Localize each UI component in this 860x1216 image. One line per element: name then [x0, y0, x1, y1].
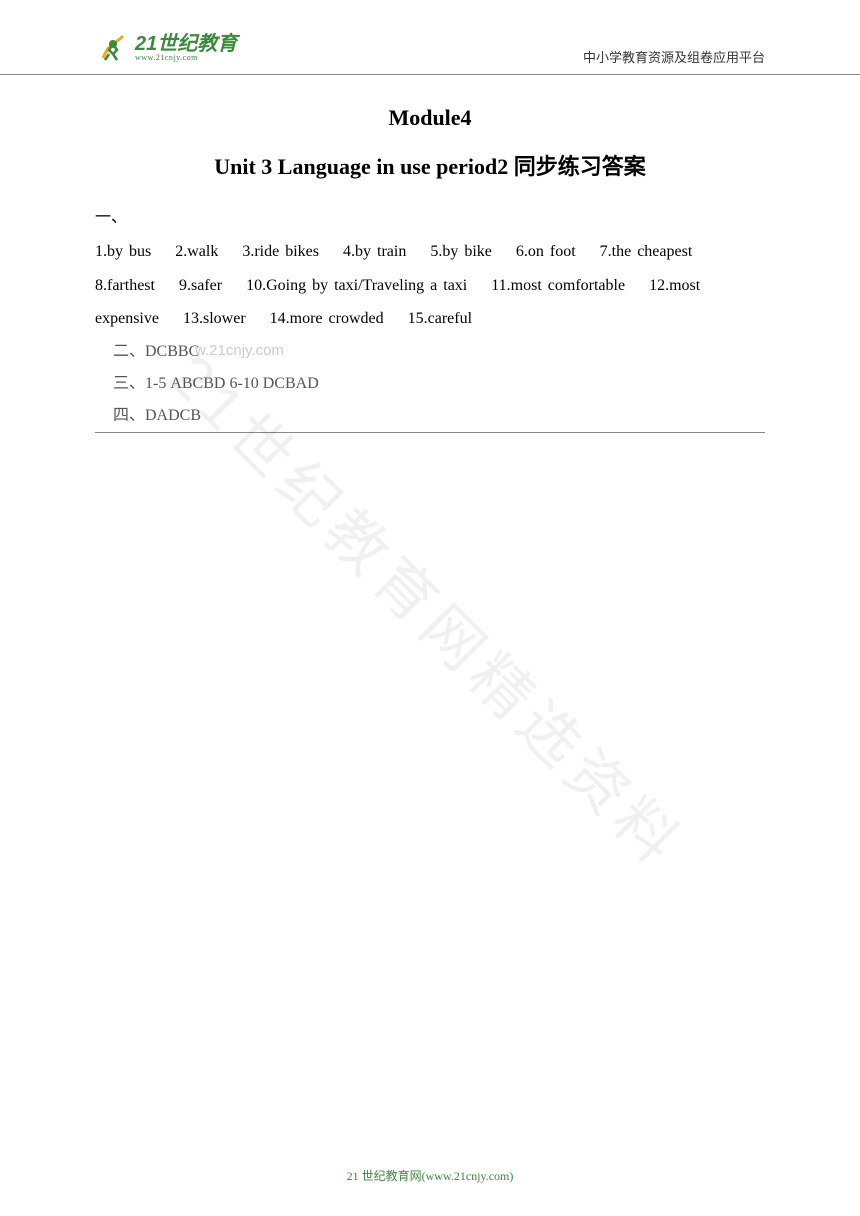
logo-main-text: 21世纪教育 [135, 34, 237, 54]
footer-text: 21 世纪教育网(www.21cnjy.com) [0, 1167, 860, 1184]
ghost-url: w.21cnjy.com [195, 342, 284, 359]
header-right-text: 中小学教育资源及组卷应用平台 [583, 47, 765, 66]
logo-sub-text: www.21cnjy.com [135, 54, 237, 62]
logo-text: 21世纪教育 www.21cnjy.com [135, 34, 237, 62]
logo-icon [95, 30, 131, 66]
section4: 四、DADCB [113, 400, 765, 432]
footer-divider [95, 432, 765, 433]
page-header: 21世纪教育 www.21cnjy.com 中小学教育资源及组卷应用平台 [0, 0, 860, 75]
section1-label: 一、 [95, 203, 765, 227]
logo: 21世纪教育 www.21cnjy.com [95, 30, 237, 66]
document-content: Module4 Unit 3 Language in use period2 同… [0, 75, 860, 432]
section3: 三、1-5 ABCBD 6-10 DCBAD [113, 368, 765, 400]
module-title: Module4 [95, 105, 765, 131]
unit-title: Unit 3 Language in use period2 同步练习答案 [95, 149, 765, 181]
section1-answers: 1.by bus2.walk3.ride bikes4.by train5.by… [95, 235, 765, 336]
